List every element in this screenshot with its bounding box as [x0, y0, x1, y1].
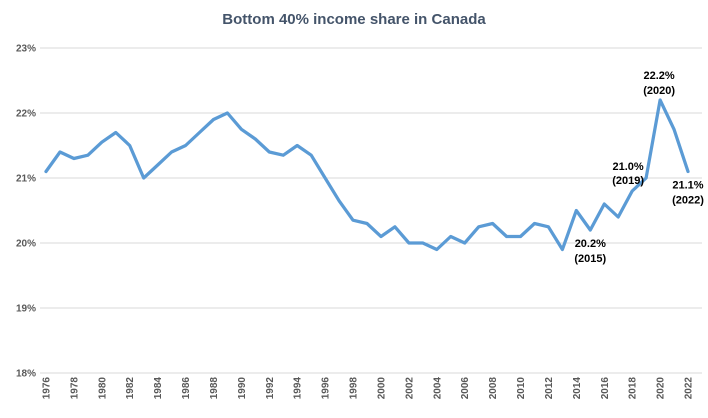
x-axis-tick-label: 2010 [516, 377, 527, 400]
gridlines-group [40, 47, 702, 374]
data-point-annotation-year: (2022) [672, 195, 704, 207]
chart-title: Bottom 40% income share in Canada [222, 11, 486, 28]
y-axis-tick-label: 18% [16, 369, 36, 380]
x-axis-tick-label: 1994 [293, 377, 304, 400]
x-axis-tick-label: 2000 [377, 377, 388, 400]
x-axis-tick-label: 1976 [42, 377, 53, 400]
x-axis-tick-label: 2016 [600, 377, 611, 400]
x-axis-tick-label: 2022 [684, 377, 695, 400]
data-point-annotation-value: 20.2% [575, 238, 606, 250]
x-axis-tick-label: 2002 [404, 377, 415, 400]
x-axis-tick-label: 2012 [544, 377, 555, 400]
x-axis-tick-label: 2020 [656, 377, 667, 400]
x-axis-tick-label: 2014 [572, 377, 583, 400]
y-axis-tick-label: 21% [16, 174, 36, 185]
x-axis-labels-group: 1976 1978 1980 1982 1984 1986 1988 1990 1992 1994… [42, 377, 695, 400]
data-point-annotation-value: 22.2% [643, 70, 674, 82]
x-axis-tick-label: 1996 [321, 377, 332, 400]
x-axis-tick-label: 1984 [153, 377, 164, 400]
y-axis-tick-label: 19% [16, 304, 36, 315]
annotations-group: 20.2% (2015) 21.0% (2019) 22.2% (2020) 21.1% (2… [574, 70, 704, 265]
x-axis-tick-label: 1998 [349, 377, 360, 400]
y-axis-labels-group: 18% 19% 20% 21% 22% 23% [16, 44, 36, 380]
x-axis-tick-label: 2006 [460, 377, 471, 400]
data-series-group [44, 98, 690, 252]
data-point-annotation-year: (2015) [574, 253, 606, 265]
data-point-annotation-year: (2019) [612, 175, 644, 187]
x-axis-tick-label: 2008 [488, 377, 499, 400]
x-axis-tick-label: 2018 [628, 377, 639, 400]
x-axis-tick-label: 2004 [432, 377, 443, 400]
x-axis-tick-label: 1990 [237, 377, 248, 400]
data-point-annotation-year: (2020) [643, 85, 675, 97]
y-axis-tick-label: 22% [16, 109, 36, 120]
x-axis-tick-label: 1982 [125, 377, 136, 400]
y-axis-tick-label: 20% [16, 239, 36, 250]
data-point-annotation-value: 21.1% [672, 180, 703, 192]
data-point-annotation-value: 21.0% [612, 161, 643, 173]
x-axis-tick-label: 1980 [97, 377, 108, 400]
income-share-line [44, 98, 690, 252]
y-axis-tick-label: 23% [16, 44, 36, 55]
x-axis-tick-label: 1992 [265, 377, 276, 400]
x-axis-tick-label: 1988 [209, 377, 220, 400]
x-axis-tick-label: 1986 [181, 377, 192, 400]
x-axis-tick-label: 1978 [69, 377, 80, 400]
